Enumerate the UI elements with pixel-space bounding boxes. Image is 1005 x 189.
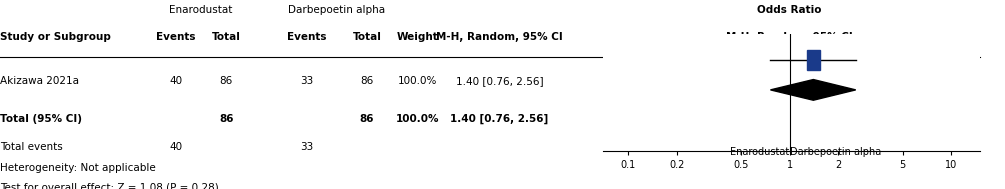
Bar [806, 50, 820, 70]
Text: Total: Total [212, 32, 240, 42]
Text: Akizawa 2021a: Akizawa 2021a [0, 76, 79, 86]
Text: Study or Subgroup: Study or Subgroup [0, 32, 111, 42]
Text: 40: 40 [169, 143, 183, 152]
Text: 1.40 [0.76, 2.56]: 1.40 [0.76, 2.56] [450, 114, 549, 124]
Polygon shape [771, 80, 855, 100]
Text: Total events: Total events [0, 143, 62, 152]
Text: 86: 86 [360, 76, 374, 86]
Text: Test for overall effect: Z = 1.08 (P = 0.28): Test for overall effect: Z = 1.08 (P = 0… [0, 182, 219, 189]
Text: Total (95% CI): Total (95% CI) [0, 114, 82, 124]
Text: Odds Ratio: Odds Ratio [757, 5, 821, 15]
Text: M-H, Random, 95% CI: M-H, Random, 95% CI [726, 32, 852, 42]
Text: Total: Total [353, 32, 381, 42]
Text: M-H, Random, 95% CI: M-H, Random, 95% CI [436, 32, 563, 42]
Text: Weight: Weight [396, 32, 438, 42]
Text: 86: 86 [360, 114, 374, 124]
Text: 100.0%: 100.0% [397, 76, 437, 86]
Text: Enarodustat: Enarodustat [169, 5, 233, 15]
Text: 40: 40 [169, 76, 183, 86]
Text: 86: 86 [219, 114, 233, 124]
Text: Enarodustat: Enarodustat [731, 147, 790, 157]
Text: 33: 33 [299, 76, 314, 86]
Text: Events: Events [286, 32, 327, 42]
Text: 100.0%: 100.0% [395, 114, 439, 124]
Text: Darbepoetin alpha: Darbepoetin alpha [288, 5, 385, 15]
Text: Heterogeneity: Not applicable: Heterogeneity: Not applicable [0, 163, 156, 173]
Text: Events: Events [156, 32, 196, 42]
Text: 33: 33 [299, 143, 314, 152]
Text: 1.40 [0.76, 2.56]: 1.40 [0.76, 2.56] [455, 76, 544, 86]
Text: 86: 86 [219, 76, 233, 86]
Text: Darbepoetin alpha: Darbepoetin alpha [790, 147, 881, 157]
